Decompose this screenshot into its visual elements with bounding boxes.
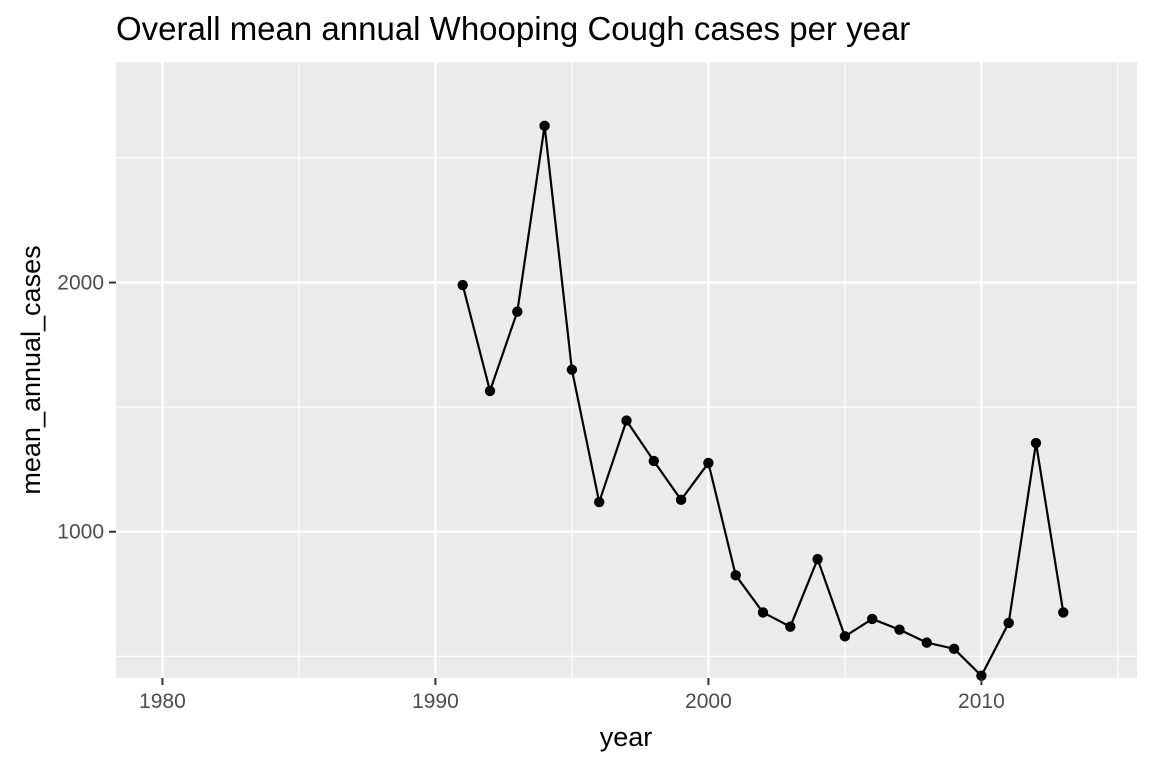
data-point	[1003, 617, 1014, 629]
data-point	[1030, 437, 1042, 449]
data-point	[457, 279, 468, 291]
data-point	[921, 637, 932, 648]
data-point	[1058, 607, 1069, 618]
y-axis: 1000 2000	[57, 272, 116, 544]
data-point	[976, 670, 987, 681]
x-axis: 1980 1990 2000 2010	[139, 678, 1005, 713]
data-point	[866, 613, 878, 625]
data-point	[512, 306, 523, 317]
y-axis-title: mean_annual_cases	[16, 245, 46, 494]
data-point	[675, 494, 687, 506]
data-point	[785, 621, 796, 632]
data-point	[703, 457, 714, 469]
data-point	[757, 607, 769, 618]
x-tick-label: 2000	[685, 690, 732, 713]
data-point	[812, 553, 823, 565]
y-tick-label: 1000	[57, 521, 104, 544]
data-point	[948, 643, 960, 655]
data-point	[539, 120, 550, 131]
data-point	[566, 364, 578, 375]
data-point	[839, 631, 851, 642]
y-tick-label: 2000	[57, 272, 104, 295]
x-tick-label: 1980	[139, 690, 186, 713]
data-point	[648, 455, 659, 467]
x-tick-label: 1990	[412, 690, 459, 713]
grid-minor	[116, 62, 1137, 678]
data-point	[730, 570, 741, 581]
x-tick-label: 2010	[958, 690, 1005, 713]
data-point	[621, 415, 632, 426]
data-point	[484, 385, 496, 397]
series-points	[457, 120, 1069, 681]
chart-title: Overall mean annual Whooping Cough cases…	[116, 10, 910, 47]
data-point	[894, 624, 905, 635]
plot-panel	[116, 62, 1137, 678]
grid-major	[116, 62, 1137, 678]
x-axis-title: year	[600, 722, 653, 752]
data-point	[594, 496, 605, 508]
